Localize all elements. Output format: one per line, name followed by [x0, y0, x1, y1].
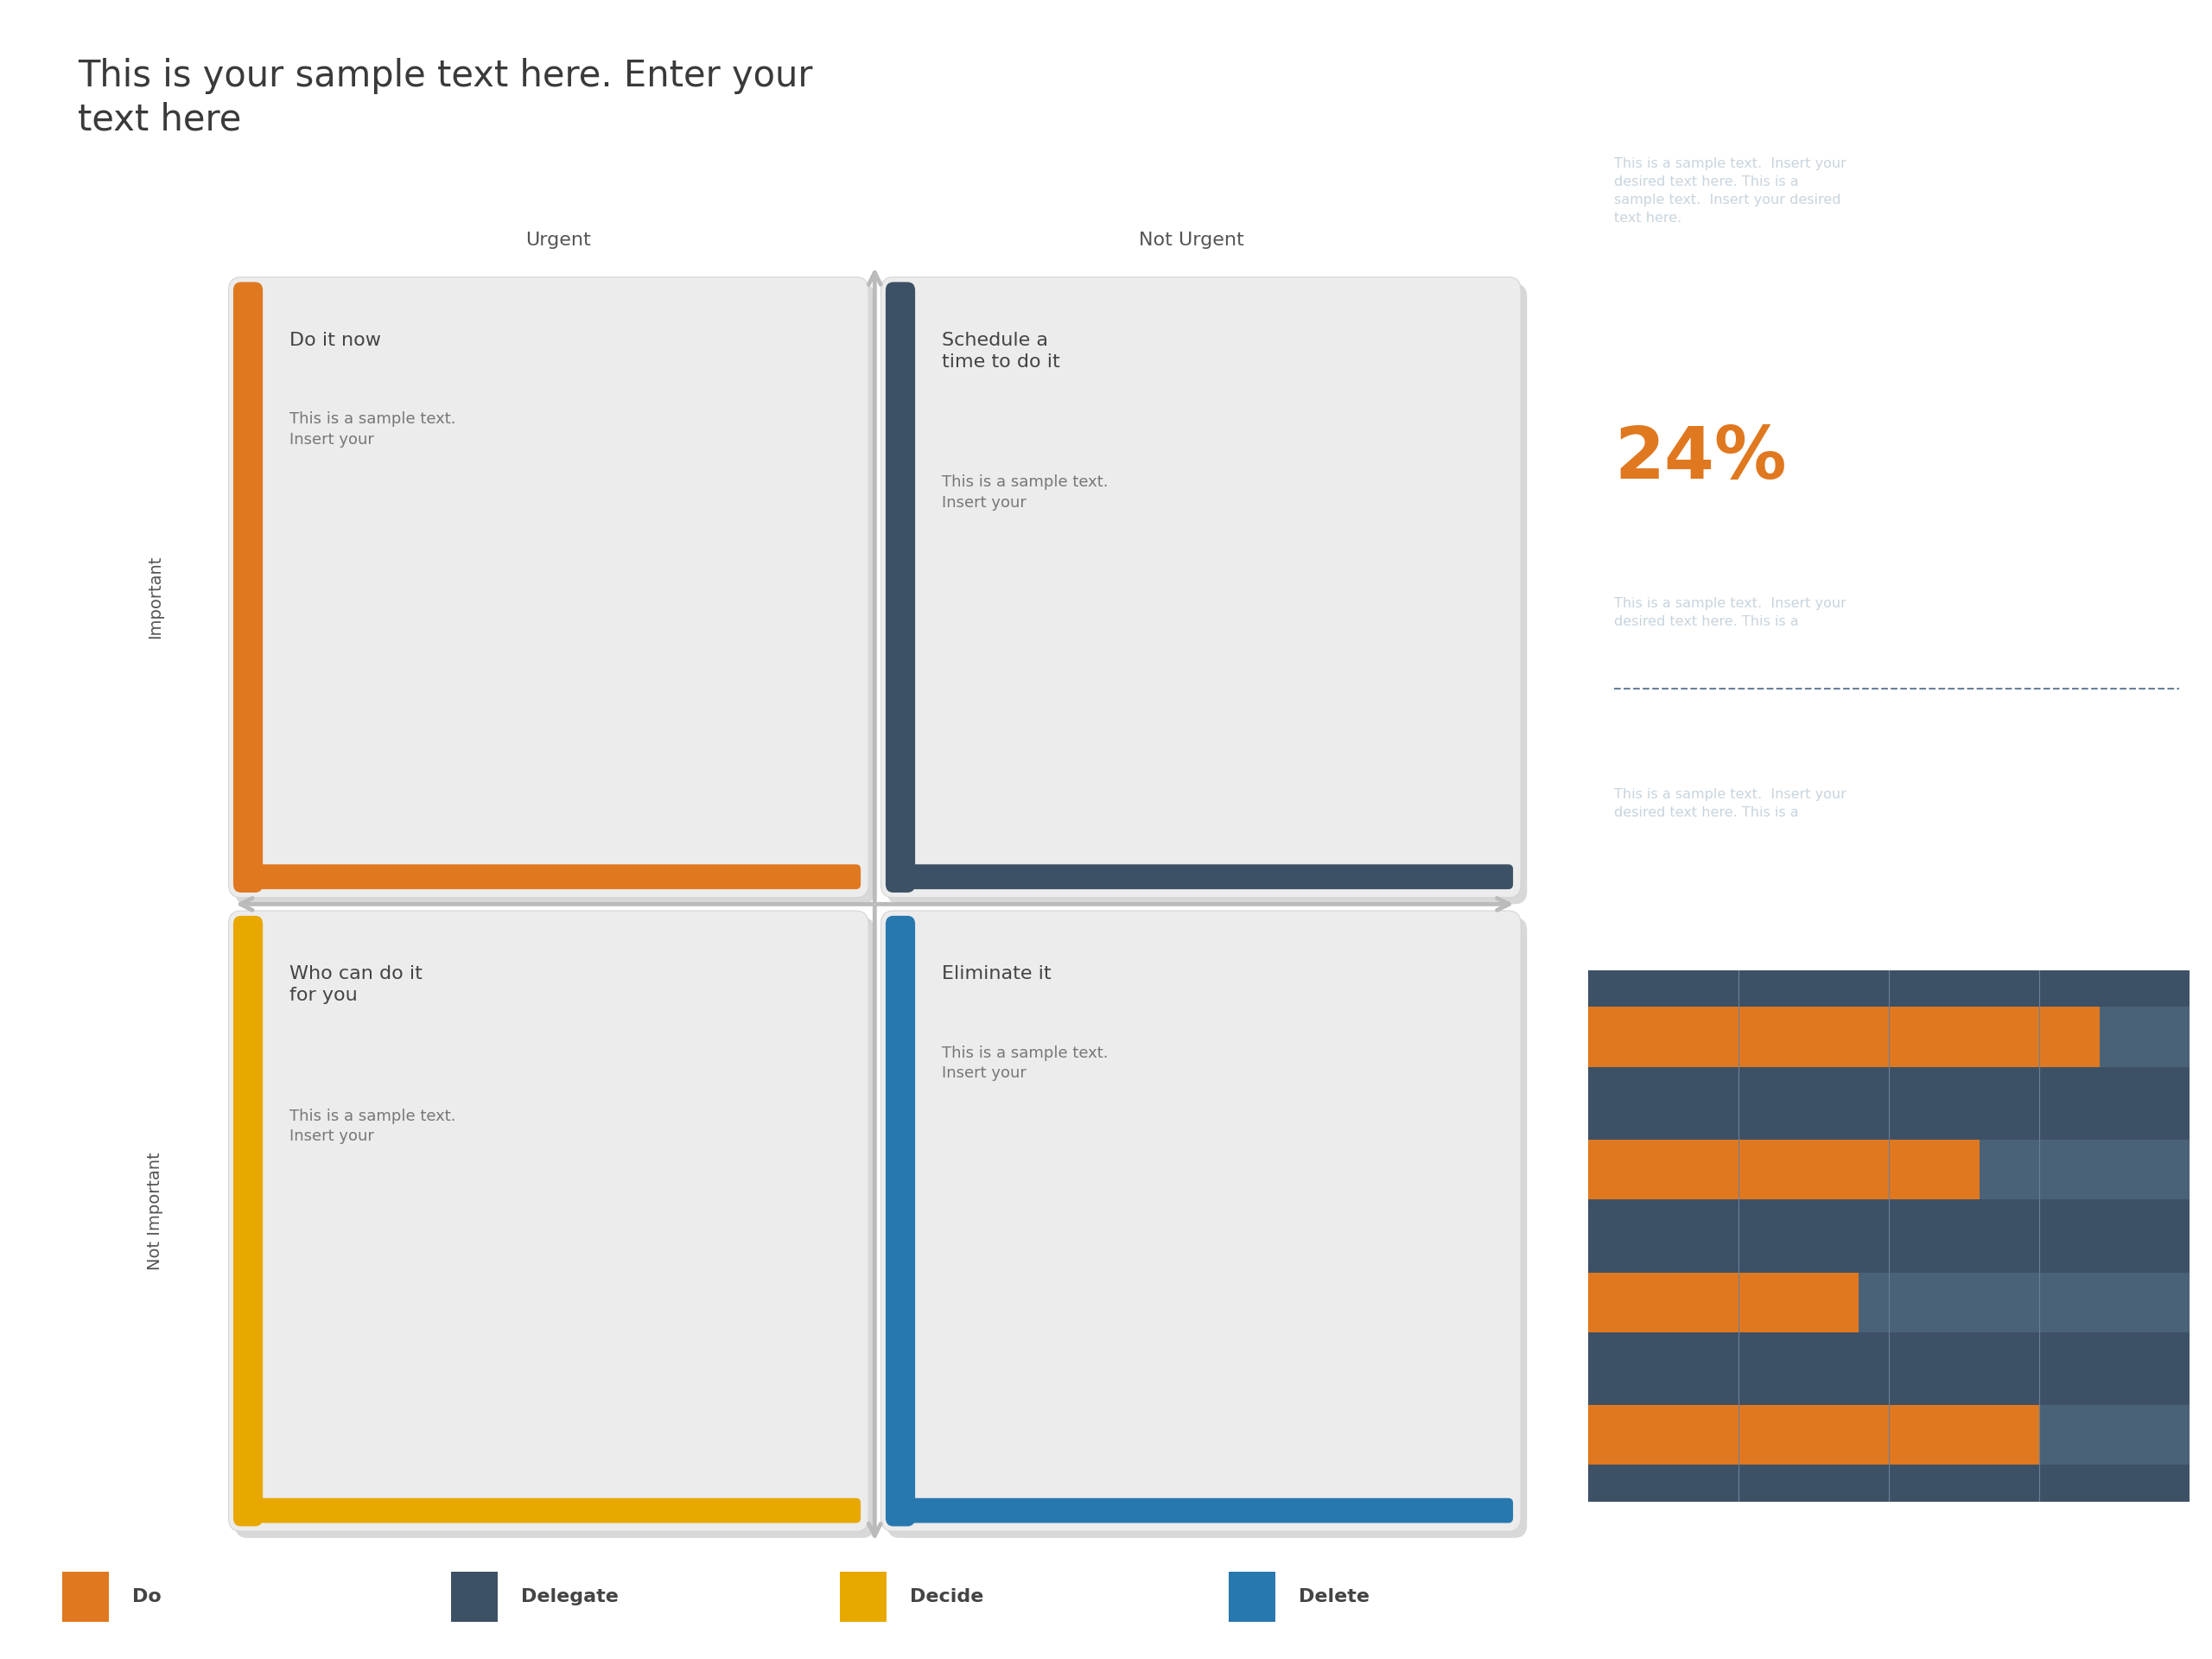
Bar	[1588, 1405, 2190, 1465]
FancyBboxPatch shape	[880, 277, 1522, 898]
Text: This is a sample text.
Insert your: This is a sample text. Insert your	[290, 411, 456, 448]
Text: Delegate: Delegate	[522, 1588, 619, 1606]
Bar	[1588, 1405, 2039, 1465]
FancyBboxPatch shape	[237, 864, 860, 889]
Text: This is a sample text.  Insert your
desired text here. This is a: This is a sample text. Insert your desir…	[1615, 788, 1847, 820]
FancyBboxPatch shape	[887, 917, 1526, 1538]
Text: This is a sample text.
Insert your: This is a sample text. Insert your	[942, 1045, 1108, 1082]
Text: Delete: Delete	[1298, 1588, 1369, 1606]
Text: Decide: Decide	[909, 1588, 984, 1606]
Text: This is a sample text.  Insert your
desired text here. This is a
sample text.  I: This is a sample text. Insert your desir…	[1615, 158, 1847, 226]
Bar	[1588, 1272, 2190, 1332]
Bar	[451, 1573, 498, 1623]
FancyBboxPatch shape	[228, 911, 869, 1531]
FancyBboxPatch shape	[880, 911, 1522, 1531]
Bar	[62, 1573, 108, 1623]
FancyBboxPatch shape	[885, 916, 916, 1526]
Text: This is your sample text here. Enter your
text here: This is your sample text here. Enter you…	[77, 58, 812, 138]
Bar	[1588, 1007, 2190, 1067]
FancyBboxPatch shape	[887, 284, 1526, 904]
Text: This is a sample text.
Insert your: This is a sample text. Insert your	[290, 1108, 456, 1145]
Text: This is a sample text.  Insert your
desired text here. This is a: This is a sample text. Insert your desir…	[1615, 597, 1847, 629]
Text: Not Important: Not Important	[148, 1151, 164, 1271]
Bar	[1588, 1140, 2190, 1199]
FancyBboxPatch shape	[885, 282, 916, 893]
Text: Schedule a
time to do it: Schedule a time to do it	[942, 332, 1060, 370]
Text: Urgent: Urgent	[524, 232, 591, 249]
Text: Important: Important	[148, 556, 164, 639]
Bar	[1588, 1272, 1858, 1332]
FancyBboxPatch shape	[889, 1498, 1513, 1523]
FancyBboxPatch shape	[232, 282, 263, 893]
Text: 24%: 24%	[1615, 423, 1787, 493]
FancyBboxPatch shape	[234, 917, 874, 1538]
Bar	[1588, 1007, 2099, 1067]
Text: Not Urgent: Not Urgent	[1139, 232, 1243, 249]
FancyBboxPatch shape	[237, 1498, 860, 1523]
Text: This is a sample text.
Insert your: This is a sample text. Insert your	[942, 474, 1108, 511]
FancyBboxPatch shape	[232, 916, 263, 1526]
FancyBboxPatch shape	[889, 864, 1513, 889]
FancyBboxPatch shape	[228, 277, 869, 898]
Bar	[1588, 1140, 1980, 1199]
Text: Sample text: Sample text	[1615, 722, 1754, 743]
Bar	[841, 1573, 887, 1623]
FancyBboxPatch shape	[234, 284, 874, 904]
Text: Eliminate it: Eliminate it	[942, 966, 1051, 982]
Bar	[1228, 1573, 1274, 1623]
Text: Do: Do	[133, 1588, 161, 1606]
Text: Who can do it
for you: Who can do it for you	[290, 966, 422, 1004]
Text: Do it now: Do it now	[290, 332, 380, 348]
Text: Key Priorities: Key Priorities	[1615, 91, 1770, 113]
